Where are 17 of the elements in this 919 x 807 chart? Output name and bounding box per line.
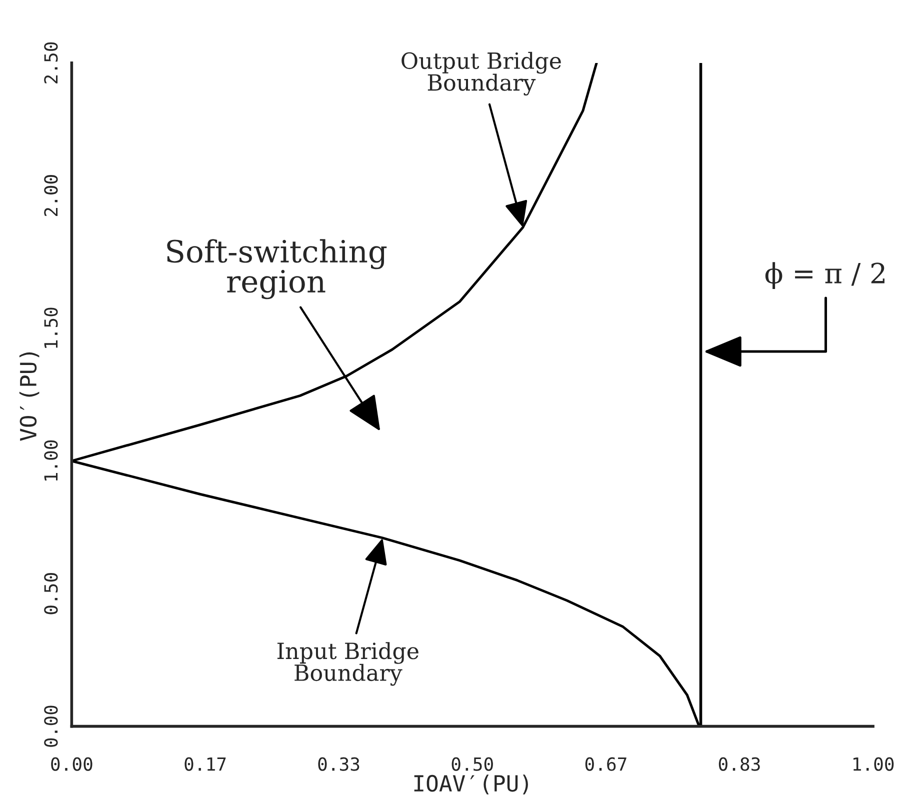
y-tick-label: 1.00 — [44, 440, 58, 481]
x-tick-label: 1.00 — [853, 757, 894, 771]
x-axis-title: IOAV′(PU) — [414, 774, 528, 794]
y-tick-label: 0.50 — [44, 573, 58, 614]
x-tick-label: 0.17 — [184, 757, 226, 771]
annotation: Output Bridge Boundary — [402, 52, 561, 96]
x-tick-label: 0.50 — [452, 757, 493, 771]
y-tick-label: 2.50 — [44, 42, 58, 84]
x-tick-label: 0.67 — [585, 757, 626, 771]
x-tick-label: 0.33 — [318, 757, 360, 771]
y-axis-title: VO′(PU) — [19, 352, 40, 441]
y-tick-label: 2.00 — [44, 175, 58, 216]
ref-line-label: ϕ = π / 2 — [765, 262, 884, 290]
annotation: Input Bridge Boundary — [277, 642, 418, 686]
x-tick-label: 0.83 — [718, 757, 760, 771]
annotation: Soft-switching region — [167, 239, 387, 300]
y-tick-label: 1.50 — [44, 308, 58, 348]
